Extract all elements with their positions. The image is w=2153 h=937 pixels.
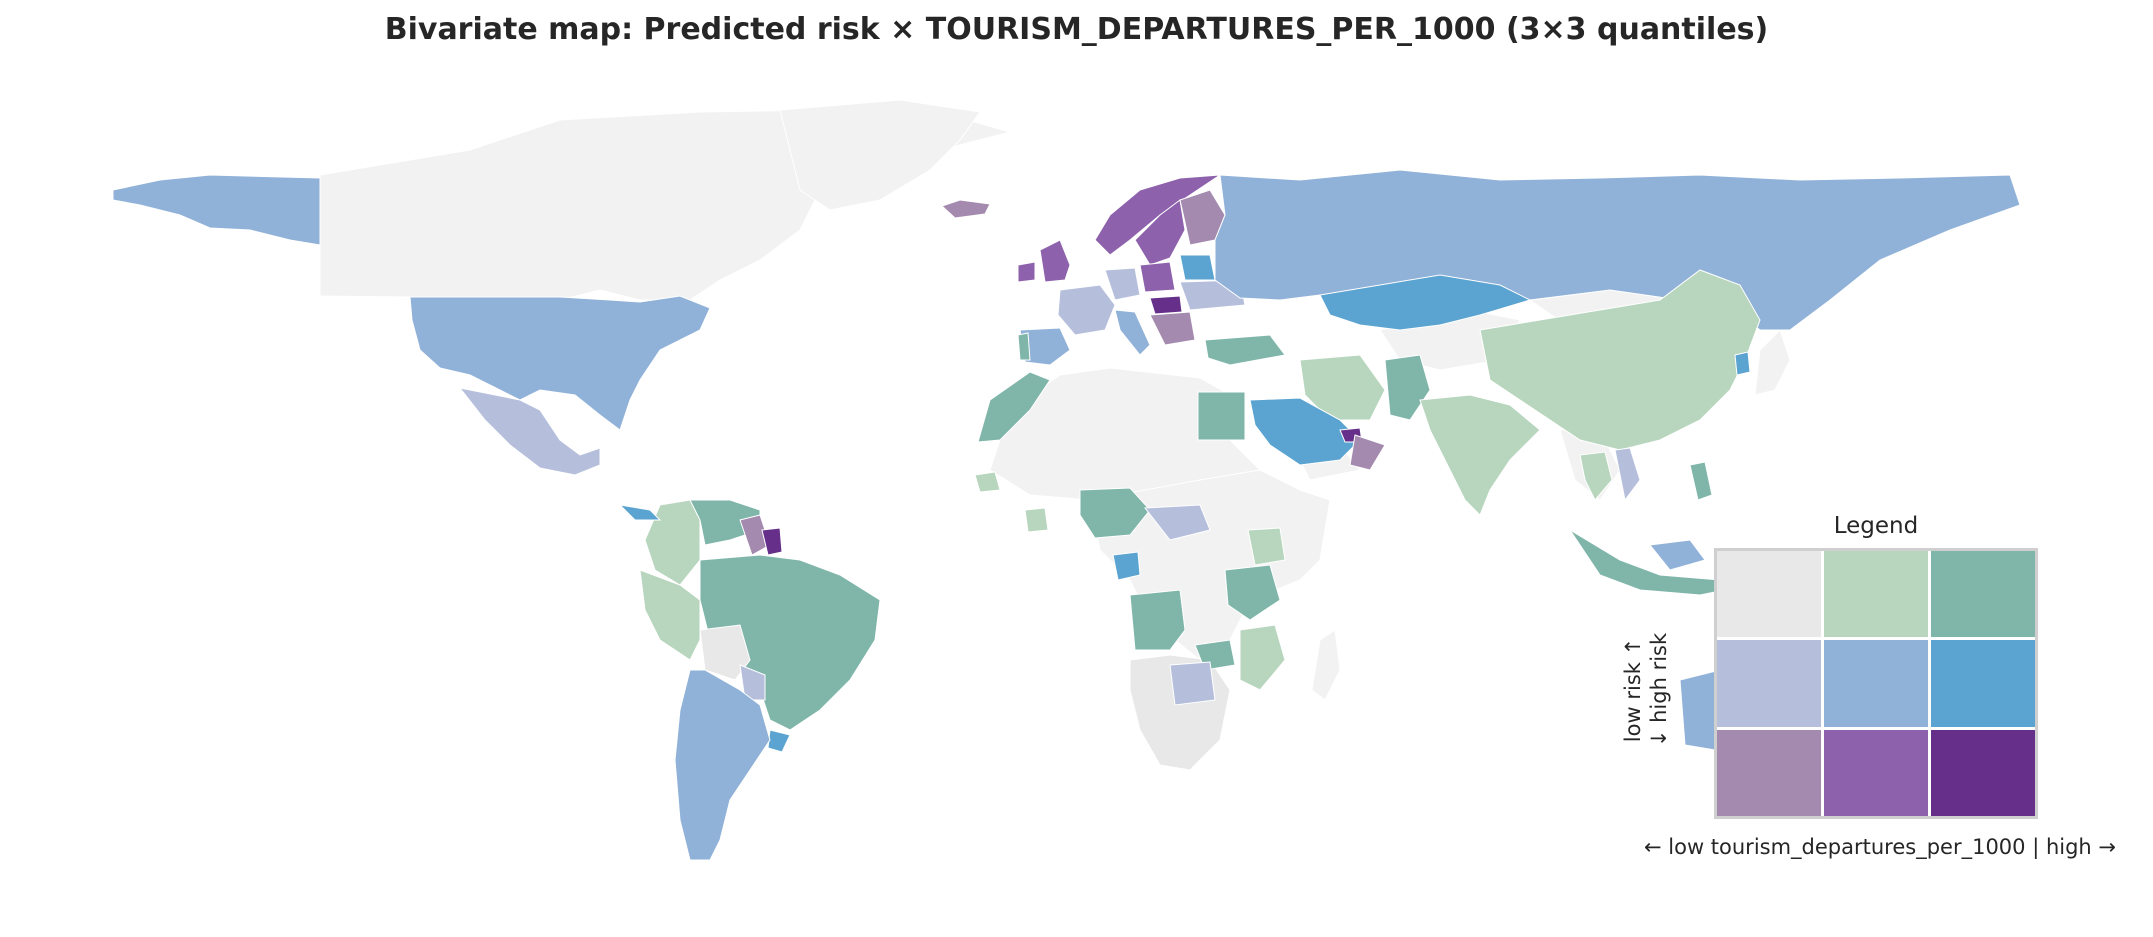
country-suriname	[761, 527, 783, 556]
legend-cell-mid-risk-low-tourism	[1717, 640, 1821, 727]
country-panama	[618, 504, 662, 521]
legend-cell-low-risk-mid-tourism	[1824, 551, 1928, 638]
country-france	[1057, 284, 1116, 336]
country-kenya	[1247, 527, 1286, 566]
legend-cell-mid-risk-mid-tourism	[1824, 640, 1928, 727]
country-mozambique	[1239, 624, 1286, 691]
country-malaysia	[1649, 539, 1706, 571]
legend-cell-low-risk-low-tourism	[1717, 551, 1821, 638]
legend-cell-low-risk-high-tourism	[1931, 551, 2035, 638]
country-hungary	[1149, 295, 1183, 315]
country-italy	[1114, 309, 1151, 356]
country-nigeria	[1079, 487, 1151, 539]
country-turkey	[1204, 334, 1286, 366]
country-uruguay	[767, 729, 791, 753]
legend-y-label: low risk ↑ ↓ high risk	[1620, 620, 1680, 760]
country-morocco	[977, 371, 1051, 443]
country-south-korea	[1734, 351, 1751, 376]
country-angola	[1129, 589, 1186, 651]
country-tanzania	[1224, 564, 1281, 621]
region-greenland	[779, 99, 981, 211]
country-botswana	[1169, 661, 1216, 706]
legend-cell-mid-risk-high-tourism	[1931, 640, 2035, 727]
country-belarus	[1179, 254, 1216, 281]
region-japan	[1754, 329, 1791, 396]
country-alaska	[112, 174, 321, 246]
country-kazakhstan	[1319, 274, 1532, 331]
country-gabon	[1112, 551, 1141, 581]
country-oman	[1349, 434, 1386, 471]
country-portugal	[1017, 332, 1031, 361]
country-saudi-arabia	[1249, 397, 1361, 466]
country-balkans	[1149, 311, 1196, 346]
country-iran	[1299, 354, 1386, 421]
colored-countries	[112, 169, 2021, 861]
country-usa	[409, 295, 711, 431]
legend-grid	[1714, 548, 2038, 819]
country-egypt	[1197, 391, 1246, 441]
legend-cell-high-risk-mid-tourism	[1824, 729, 1928, 816]
region-madagascar	[1311, 629, 1341, 701]
legend-title: Legend	[1833, 513, 1919, 539]
legend-x-label: ← low tourism_departures_per_1000 | high…	[1643, 835, 2117, 859]
country-ireland	[1017, 261, 1036, 283]
country-india	[1419, 394, 1541, 516]
country-argentina	[674, 669, 771, 861]
legend-y-label-top: low risk ↑	[1621, 637, 1645, 743]
country-pakistan	[1384, 354, 1431, 421]
legend-y-label-bottom: ↓ high risk	[1647, 632, 1671, 748]
country-philippines	[1689, 461, 1713, 501]
country-mexico	[458, 387, 601, 476]
legend-cell-high-risk-high-tourism	[1931, 729, 2035, 816]
country-poland	[1139, 261, 1176, 293]
country-senegal	[974, 471, 1001, 493]
country-iceland	[941, 199, 991, 219]
country-norway	[1094, 174, 1222, 256]
country-thailand	[1579, 451, 1613, 501]
country-germany	[1104, 267, 1141, 301]
map-title: Bivariate map: Predicted risk × TOURISM_…	[384, 12, 1769, 47]
country-vietnam	[1614, 447, 1641, 502]
country-uk	[1039, 239, 1071, 283]
country-china	[1479, 269, 1761, 451]
legend-cell-high-risk-low-tourism	[1717, 729, 1821, 816]
country-ghana	[1024, 507, 1049, 533]
country-paraguay	[739, 664, 766, 701]
country-peru	[639, 569, 701, 661]
country-car	[1144, 504, 1211, 541]
